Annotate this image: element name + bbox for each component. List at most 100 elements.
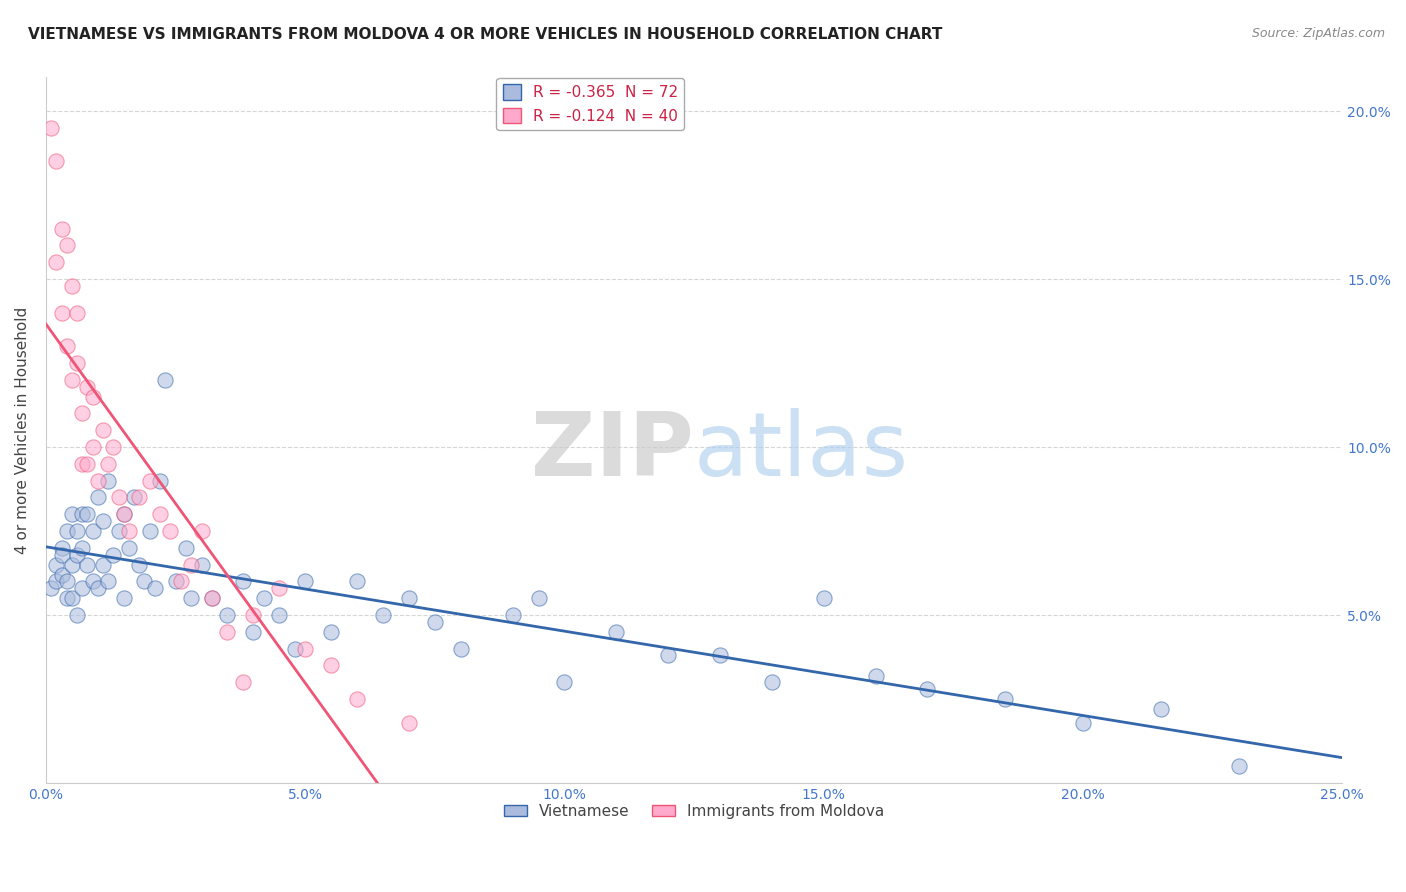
Point [87,474,110,488]
Text: atlas: atlas [695,408,910,495]
Point [159,524,181,538]
Point [112,508,135,522]
Point [91,423,114,437]
Point [138,524,160,538]
Point [294,574,316,589]
Point [371,608,394,623]
Point [284,641,307,656]
Point [76,558,98,572]
Point [97,474,120,488]
Point [269,581,291,595]
Point [242,624,264,639]
Point [72,581,94,595]
Point [217,624,239,639]
Point [72,406,94,420]
Point [51,567,73,582]
Point [398,591,420,606]
Point [190,524,212,538]
Text: Source: ZipAtlas.com: Source: ZipAtlas.com [1251,27,1385,40]
Point [709,648,731,663]
Point [128,558,150,572]
Point [553,675,575,690]
Point [657,648,679,663]
Point [51,305,73,319]
Point [134,574,156,589]
Point [97,457,120,471]
Point [180,591,202,606]
Point [45,574,67,589]
Point [605,624,627,639]
Point [60,558,83,572]
Point [232,675,254,690]
Point [103,548,125,562]
Point [51,541,73,555]
Point [97,574,120,589]
Point [66,548,89,562]
Point [450,641,472,656]
Point [45,255,67,269]
Point [72,508,94,522]
Point [112,508,135,522]
Point [76,457,98,471]
Point [294,641,316,656]
Point [865,668,887,682]
Point [55,524,77,538]
Point [55,574,77,589]
Point [201,591,224,606]
Point [232,574,254,589]
Point [502,608,524,623]
Point [72,457,94,471]
Point [423,615,446,629]
Point [66,356,89,370]
Point [76,379,98,393]
Point [346,692,368,706]
Point [118,541,141,555]
Point [346,574,368,589]
Point [917,681,939,696]
Point [170,574,193,589]
Point [321,658,343,673]
Point [398,715,420,730]
Point [180,558,202,572]
Point [155,373,177,387]
Point [87,581,110,595]
Point [103,440,125,454]
Point [82,440,104,454]
Point [217,608,239,623]
Point [253,591,276,606]
Point [138,474,160,488]
Point [165,574,187,589]
Point [76,508,98,522]
Point [91,514,114,528]
Point [60,373,83,387]
Text: ZIP: ZIP [531,408,695,495]
Point [39,581,62,595]
Point [1071,715,1094,730]
Point [128,491,150,505]
Point [321,624,343,639]
Point [39,120,62,135]
Point [269,608,291,623]
Point [66,524,89,538]
Point [82,390,104,404]
Point [527,591,550,606]
Point [1227,759,1250,773]
Point [201,591,224,606]
Point [55,238,77,252]
Point [45,558,67,572]
Point [60,508,83,522]
Point [87,491,110,505]
Point [112,591,135,606]
Point [149,474,172,488]
Point [813,591,835,606]
Point [55,339,77,353]
Point [143,581,166,595]
Point [51,221,73,235]
Point [107,524,129,538]
Point [45,154,67,169]
Point [122,491,145,505]
Point [66,305,89,319]
Point [118,524,141,538]
Point [60,278,83,293]
Point [55,591,77,606]
